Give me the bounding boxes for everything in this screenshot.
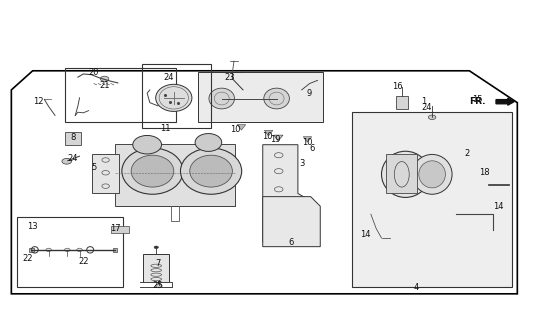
Polygon shape <box>303 137 312 142</box>
Bar <box>115 144 235 206</box>
Text: 18: 18 <box>479 168 490 177</box>
Ellipse shape <box>190 155 232 187</box>
Ellipse shape <box>264 88 289 109</box>
Text: 13: 13 <box>27 222 38 231</box>
Text: 11: 11 <box>161 124 171 132</box>
Text: 12: 12 <box>33 97 43 106</box>
Text: 6: 6 <box>310 144 315 153</box>
Circle shape <box>62 158 72 164</box>
Ellipse shape <box>412 155 452 194</box>
Bar <box>17 217 123 287</box>
Text: 21: 21 <box>99 81 110 90</box>
Circle shape <box>154 246 159 249</box>
Circle shape <box>428 115 436 120</box>
Text: 4: 4 <box>413 283 419 292</box>
Text: 3: 3 <box>299 159 304 168</box>
Bar <box>65 132 81 145</box>
Bar <box>29 248 34 252</box>
Polygon shape <box>263 197 320 247</box>
Text: 24: 24 <box>163 73 174 82</box>
Bar <box>396 96 407 109</box>
Ellipse shape <box>180 148 242 194</box>
Text: 5: 5 <box>91 164 97 172</box>
Bar <box>144 254 169 282</box>
Text: 23: 23 <box>224 73 235 82</box>
Ellipse shape <box>131 155 174 187</box>
Circle shape <box>100 76 109 81</box>
Text: 19: 19 <box>270 135 280 144</box>
FancyArrow shape <box>496 98 514 105</box>
Bar <box>142 64 211 128</box>
Text: 10: 10 <box>302 138 312 147</box>
Circle shape <box>156 284 162 288</box>
Bar <box>113 248 117 252</box>
Text: 14: 14 <box>360 230 371 239</box>
Text: 7: 7 <box>155 259 161 268</box>
Polygon shape <box>274 135 283 141</box>
Ellipse shape <box>195 133 222 151</box>
Text: 10: 10 <box>230 125 240 134</box>
Text: 1: 1 <box>421 97 427 106</box>
Text: 17: 17 <box>110 224 121 233</box>
Polygon shape <box>237 124 246 130</box>
Ellipse shape <box>122 148 183 194</box>
Text: 22: 22 <box>78 258 89 267</box>
Text: 10: 10 <box>262 132 272 140</box>
Ellipse shape <box>419 161 445 188</box>
Bar <box>198 72 323 122</box>
Bar <box>386 154 417 194</box>
Text: 20: 20 <box>89 68 99 77</box>
Polygon shape <box>263 145 311 242</box>
Ellipse shape <box>381 151 429 197</box>
Polygon shape <box>264 130 273 136</box>
Bar <box>112 226 129 233</box>
Ellipse shape <box>156 84 192 111</box>
Text: FR.: FR. <box>469 97 485 106</box>
Text: 9: 9 <box>307 89 312 98</box>
Text: 24: 24 <box>421 103 432 112</box>
Text: 14: 14 <box>493 202 504 211</box>
Text: 2: 2 <box>464 149 469 158</box>
Text: 25: 25 <box>153 281 163 290</box>
Ellipse shape <box>209 88 234 109</box>
Text: 15: 15 <box>472 95 483 104</box>
Text: 8: 8 <box>70 133 75 142</box>
Bar <box>352 112 512 287</box>
Text: 24: 24 <box>67 154 78 163</box>
Text: 22: 22 <box>22 254 33 263</box>
Ellipse shape <box>133 135 162 154</box>
Bar <box>65 68 176 122</box>
Polygon shape <box>92 154 119 194</box>
Text: 6: 6 <box>288 238 294 247</box>
Text: 16: 16 <box>392 82 403 91</box>
Ellipse shape <box>389 159 422 190</box>
